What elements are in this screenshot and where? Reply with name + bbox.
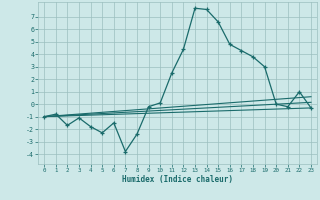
- X-axis label: Humidex (Indice chaleur): Humidex (Indice chaleur): [122, 175, 233, 184]
